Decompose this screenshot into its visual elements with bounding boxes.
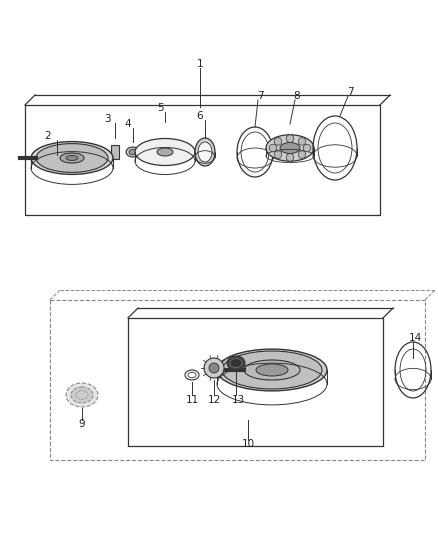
Text: 1: 1 (197, 59, 203, 69)
Text: 6: 6 (197, 111, 203, 121)
Text: 9: 9 (79, 419, 85, 429)
Circle shape (286, 135, 294, 142)
Ellipse shape (256, 364, 288, 376)
Text: 5: 5 (157, 103, 163, 113)
Polygon shape (111, 145, 119, 159)
Ellipse shape (157, 148, 173, 156)
Ellipse shape (217, 349, 327, 391)
Text: 3: 3 (104, 114, 110, 124)
Circle shape (269, 144, 277, 152)
Text: 14: 14 (408, 333, 422, 343)
Text: 8: 8 (294, 91, 300, 101)
Circle shape (298, 138, 306, 145)
Circle shape (274, 151, 282, 158)
Ellipse shape (66, 383, 98, 407)
Circle shape (298, 151, 306, 158)
Text: 2: 2 (45, 131, 51, 141)
Ellipse shape (280, 142, 300, 154)
Text: 4: 4 (125, 119, 131, 129)
Ellipse shape (60, 153, 84, 163)
Ellipse shape (31, 142, 113, 174)
Text: 13: 13 (231, 395, 245, 405)
Circle shape (274, 138, 282, 145)
Ellipse shape (266, 135, 314, 161)
Ellipse shape (230, 359, 242, 367)
Text: 11: 11 (185, 395, 198, 405)
Ellipse shape (126, 147, 140, 157)
Ellipse shape (71, 387, 93, 403)
Ellipse shape (244, 360, 300, 380)
Ellipse shape (135, 139, 195, 166)
Ellipse shape (227, 356, 245, 370)
Ellipse shape (36, 143, 108, 172)
Ellipse shape (222, 351, 322, 389)
Ellipse shape (195, 138, 215, 166)
Ellipse shape (129, 149, 137, 155)
Circle shape (303, 144, 311, 152)
Ellipse shape (209, 363, 219, 373)
Text: 7: 7 (347, 87, 353, 97)
Ellipse shape (198, 142, 212, 162)
Text: 12: 12 (207, 395, 221, 405)
Ellipse shape (204, 358, 224, 378)
Ellipse shape (66, 156, 78, 160)
Circle shape (286, 154, 294, 161)
Text: 10: 10 (241, 439, 254, 449)
Text: 7: 7 (257, 91, 263, 101)
